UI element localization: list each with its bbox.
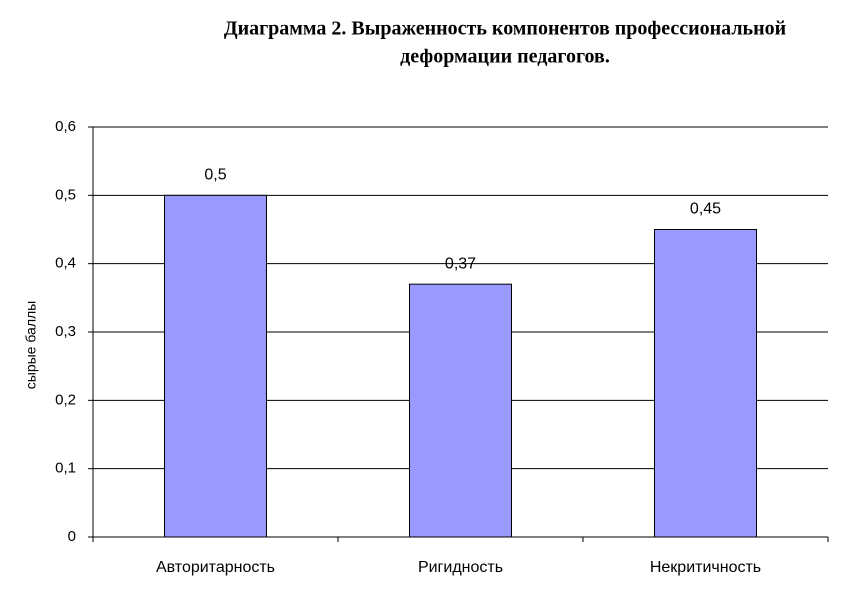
y-tick-label: 0,4 (55, 255, 76, 272)
y-tick-label: 0,2 (55, 391, 76, 408)
x-tick-label: Ригидность (418, 559, 503, 576)
y-axis-label: сырые баллы (23, 301, 39, 389)
y-tick-label: 0,6 (55, 118, 76, 135)
chart-title: Диаграмма 2. Выраженность компонентов пр… (224, 18, 786, 40)
y-tick-label: 0,1 (55, 460, 76, 477)
bar (164, 194, 267, 538)
y-tick-label: 0,3 (55, 323, 76, 340)
value-label: 0,5 (204, 167, 226, 184)
value-label: 0,45 (690, 201, 721, 218)
bar (409, 283, 512, 538)
x-tick-label: Авторитарность (156, 559, 275, 576)
y-tick-label: 0,5 (55, 186, 76, 203)
x-tick-label: Некритичность (650, 559, 761, 576)
y-tick-label: 0 (68, 528, 76, 545)
value-label: 0,37 (445, 255, 476, 272)
chart-title: деформации педагогов. (400, 46, 610, 68)
bar (654, 229, 757, 538)
